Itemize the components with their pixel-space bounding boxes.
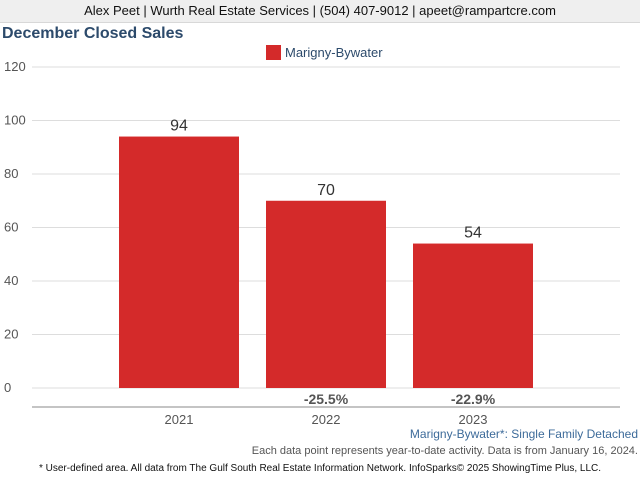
data-label: 70 xyxy=(317,182,335,199)
y-tick-label: 60 xyxy=(4,220,18,235)
data-label: 94 xyxy=(170,118,188,135)
series-description: Marigny-Bywater*: Single Family Detached xyxy=(409,427,638,441)
bar-2023 xyxy=(413,243,533,388)
y-tick-label: 0 xyxy=(4,380,11,395)
chart-title: December Closed Sales xyxy=(2,25,184,42)
bar-2021 xyxy=(119,136,239,388)
y-tick-label: 20 xyxy=(4,327,18,342)
x-tick-label: 2023 xyxy=(459,412,488,427)
source-note: * User-defined area. All data from The G… xyxy=(38,463,602,474)
x-tick-label: 2022 xyxy=(312,412,341,427)
data-note: Each data point represents year-to-date … xyxy=(251,445,638,457)
legend-swatch xyxy=(266,45,281,60)
legend-label: Marigny-Bywater xyxy=(285,45,383,60)
y-tick-label: 40 xyxy=(4,273,18,288)
contact-header: Alex Peet | Wurth Real Estate Services |… xyxy=(0,0,640,23)
change-label: -25.5% xyxy=(304,391,349,407)
y-tick-label: 120 xyxy=(4,59,26,74)
data-label: 54 xyxy=(464,225,482,242)
bar-2022 xyxy=(266,200,386,388)
y-tick-label: 80 xyxy=(4,166,18,181)
y-tick-label: 100 xyxy=(4,113,26,128)
change-label: -22.9% xyxy=(451,391,496,407)
x-tick-label: 2021 xyxy=(165,412,194,427)
